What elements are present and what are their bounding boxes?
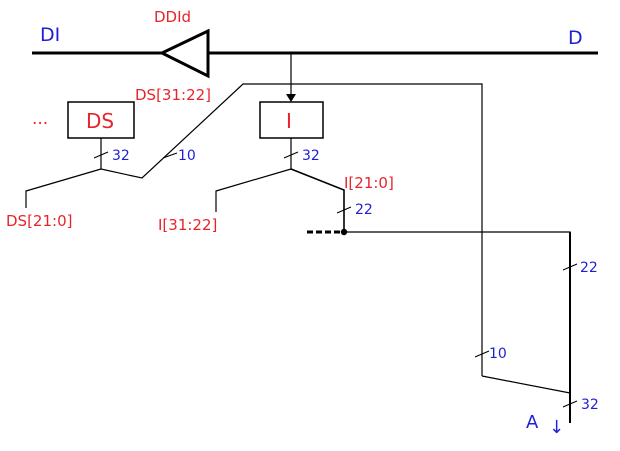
width-ds10: 10: [178, 148, 196, 164]
i-register-box: [259, 101, 324, 139]
width-out32: 32: [581, 397, 599, 413]
junction-dot: [340, 228, 348, 236]
d-label: D: [568, 27, 583, 49]
width-i32: 32: [302, 148, 320, 164]
a-arrow-icon: ↓: [549, 417, 564, 438]
slash-ds32: [93, 151, 109, 159]
ds-upper-wire: [100, 83, 483, 376]
i-lower-label: I[21:0]: [344, 174, 394, 192]
ddid-label: DDId: [154, 8, 191, 26]
ds-upper-label: DS[31:22]: [135, 86, 211, 104]
i-upper-label: I[31:22]: [158, 216, 217, 234]
width-mid10: 10: [489, 346, 507, 362]
di-label: DI: [40, 24, 60, 46]
ellipsis-label: ...: [32, 109, 48, 129]
width-i22: 22: [355, 202, 373, 218]
i-lower-wire: [290, 168, 345, 232]
i-box-label: I: [286, 109, 292, 133]
ddid-buffer-icon: [158, 28, 210, 79]
i-tap-arrowhead: [286, 94, 296, 102]
width-right22: 22: [580, 260, 598, 276]
slash-right22: [562, 263, 578, 271]
slash-i32: [283, 151, 299, 159]
slash-mid10: [474, 350, 490, 358]
ds-register-box: [67, 101, 135, 139]
a-label: A: [526, 412, 539, 433]
slash-i22: [336, 206, 352, 214]
ds-lower-label: DS[21:0]: [6, 212, 72, 230]
ds-lower-wire: [25, 168, 102, 208]
slash-out32: [562, 400, 578, 408]
i-lower-bus: [344, 231, 571, 423]
i-upper-wire: [215, 168, 292, 212]
merge-wire: [481, 375, 571, 394]
width-ds32: 32: [112, 148, 130, 164]
slash-ds10: [162, 152, 178, 159]
ds-box-label: DS: [86, 109, 114, 133]
